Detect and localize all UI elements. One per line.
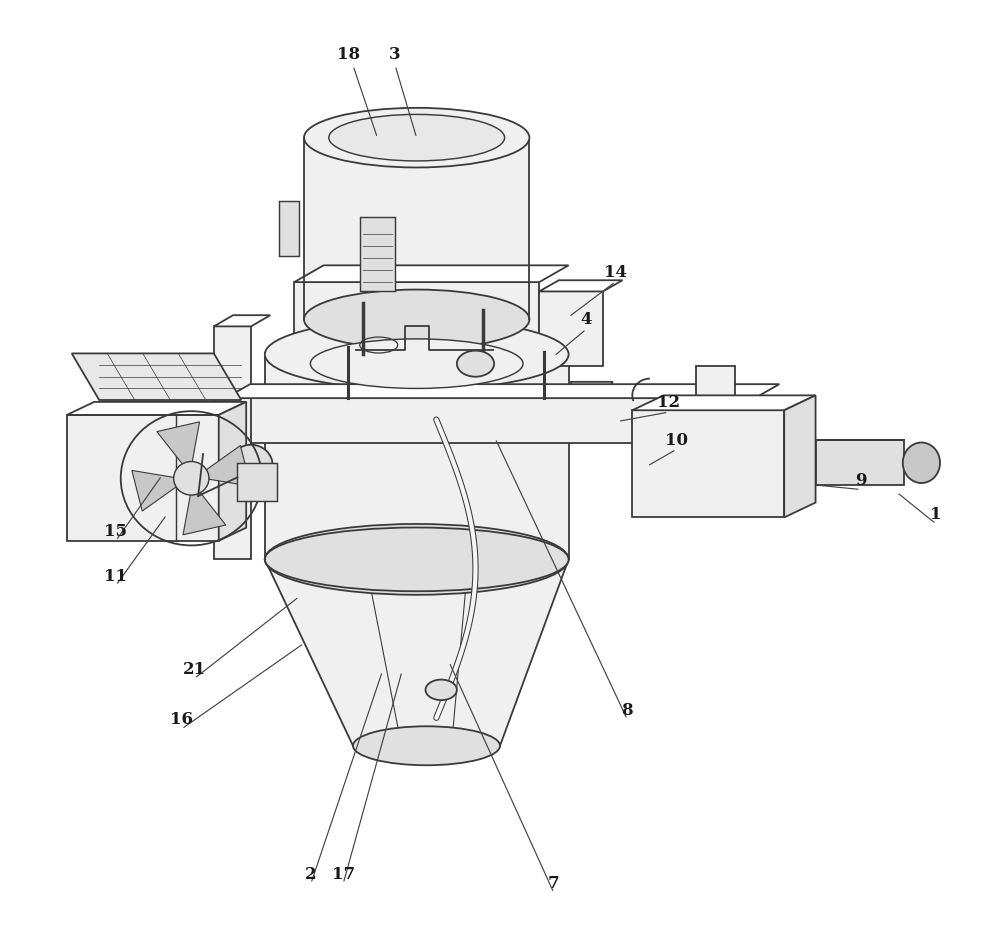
Polygon shape (784, 396, 816, 517)
FancyBboxPatch shape (632, 410, 784, 517)
Polygon shape (196, 445, 251, 486)
Circle shape (174, 461, 209, 495)
Polygon shape (219, 402, 246, 541)
Text: 21: 21 (183, 661, 206, 678)
FancyBboxPatch shape (214, 326, 251, 559)
FancyBboxPatch shape (304, 138, 529, 320)
Text: 4: 4 (580, 311, 592, 328)
Ellipse shape (265, 528, 569, 592)
Polygon shape (237, 463, 277, 500)
Text: 10: 10 (665, 432, 688, 449)
Ellipse shape (265, 319, 569, 390)
FancyBboxPatch shape (67, 415, 219, 541)
Text: 7: 7 (548, 875, 560, 892)
Ellipse shape (457, 351, 494, 377)
FancyBboxPatch shape (294, 282, 539, 376)
FancyBboxPatch shape (539, 291, 603, 366)
Text: 1: 1 (930, 506, 942, 523)
Ellipse shape (903, 442, 940, 483)
FancyBboxPatch shape (816, 440, 904, 485)
Polygon shape (183, 483, 226, 534)
Ellipse shape (310, 339, 523, 388)
Polygon shape (226, 384, 779, 398)
Polygon shape (157, 422, 200, 474)
Circle shape (230, 445, 273, 486)
Text: 2: 2 (305, 866, 317, 883)
Polygon shape (539, 281, 622, 291)
FancyBboxPatch shape (696, 365, 735, 403)
Polygon shape (214, 315, 270, 326)
Polygon shape (632, 396, 816, 410)
FancyBboxPatch shape (265, 355, 569, 559)
Ellipse shape (304, 107, 529, 167)
Text: 11: 11 (104, 568, 127, 585)
FancyBboxPatch shape (226, 398, 755, 443)
Text: 15: 15 (104, 523, 127, 540)
Ellipse shape (353, 727, 500, 766)
FancyBboxPatch shape (279, 201, 299, 257)
Text: 3: 3 (389, 46, 401, 63)
Ellipse shape (265, 524, 569, 594)
Text: 14: 14 (604, 263, 627, 281)
Text: 17: 17 (332, 866, 355, 883)
Text: 8: 8 (622, 702, 633, 719)
FancyBboxPatch shape (360, 217, 395, 291)
Polygon shape (294, 265, 569, 282)
Ellipse shape (426, 680, 457, 700)
Ellipse shape (329, 114, 505, 161)
Polygon shape (571, 382, 613, 398)
Polygon shape (132, 471, 187, 511)
Ellipse shape (304, 289, 529, 349)
Text: 9: 9 (855, 472, 866, 489)
Polygon shape (67, 402, 246, 415)
Polygon shape (72, 354, 241, 400)
Text: 16: 16 (170, 711, 193, 728)
Text: 18: 18 (337, 46, 360, 63)
Text: 12: 12 (657, 395, 680, 411)
Polygon shape (265, 559, 569, 746)
